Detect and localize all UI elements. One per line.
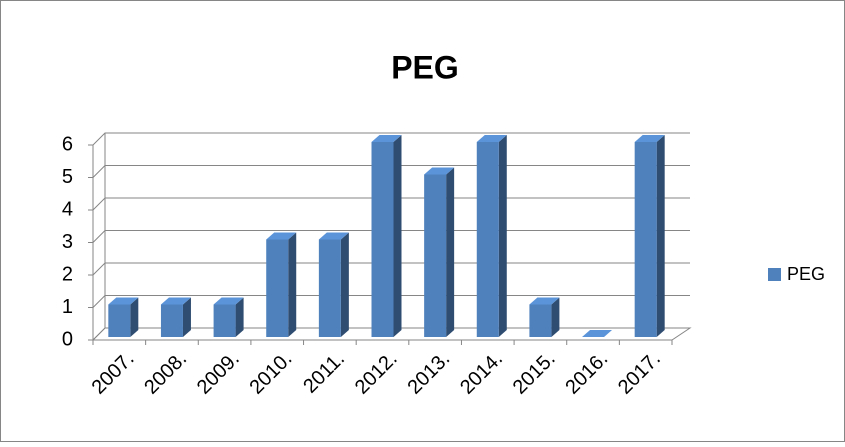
bar-side (340, 232, 349, 337)
legend-swatch (768, 268, 781, 281)
bar-front (160, 304, 183, 337)
bar-top (213, 297, 244, 305)
bar-top (108, 297, 139, 305)
y-tick-label: 3 (62, 231, 73, 253)
bar (424, 167, 455, 337)
bar (266, 232, 297, 337)
bar-side (551, 297, 560, 337)
bar (634, 135, 665, 337)
bar-top (582, 330, 613, 337)
y-tick-label: 4 (62, 198, 73, 220)
grid-line (92, 132, 690, 146)
bar-top (266, 232, 297, 240)
bar-front (529, 304, 552, 337)
bar-front (371, 142, 394, 337)
bar (476, 135, 507, 337)
bar (582, 330, 613, 337)
legend-label: PEG (787, 264, 825, 284)
bar (371, 135, 402, 337)
y-tick-label: 6 (62, 133, 73, 155)
bar-side (130, 297, 139, 337)
bar-front (318, 239, 341, 337)
bar-side (182, 297, 191, 337)
bar (318, 232, 349, 337)
chart-title: PEG (391, 49, 459, 85)
bar-top (424, 167, 455, 175)
bar-top (318, 232, 349, 240)
bar (108, 297, 139, 337)
bar (160, 297, 191, 337)
y-tick-label: 1 (62, 296, 73, 318)
bar-front (424, 174, 447, 337)
bar-top (371, 135, 402, 142)
bar-side (235, 297, 244, 337)
bar-side (446, 167, 455, 337)
bar-side (656, 135, 665, 337)
bar-side (393, 135, 402, 337)
bar (529, 297, 560, 337)
bar-side (498, 135, 507, 337)
y-tick-label: 2 (62, 263, 73, 285)
bar-front (266, 239, 289, 337)
bar-side (288, 232, 297, 337)
bar-top (160, 297, 191, 305)
bar (213, 297, 244, 337)
y-tick-label: 5 (62, 166, 73, 188)
bar-front (634, 142, 657, 337)
floor (91, 327, 692, 341)
bar-top (476, 135, 507, 142)
bar-top (634, 135, 665, 142)
bar-front (213, 304, 236, 337)
bar-top (529, 297, 560, 305)
y-tick-label: 0 (62, 328, 73, 350)
bar-front (476, 142, 499, 337)
bar-front (108, 304, 131, 337)
